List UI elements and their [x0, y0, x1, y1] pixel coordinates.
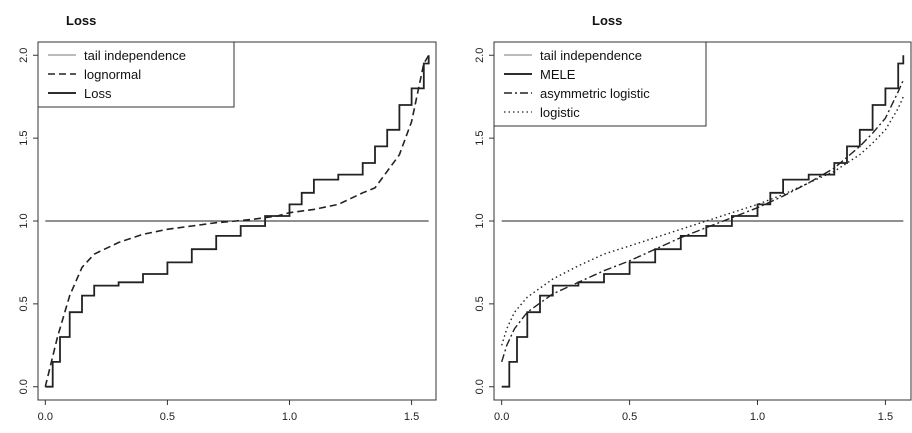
- y-tick-label: 0.0: [18, 379, 30, 394]
- chart-title: Loss: [66, 13, 96, 28]
- plot-area: 0.0 0.5 1.0 1.5 0.0 0.5 1.0 1.5 2.0 tail independ…: [18, 41, 437, 423]
- y-tick-label: 1.5: [474, 130, 486, 145]
- y-tick-label: 1.0: [18, 213, 30, 228]
- legend-label: tail independence: [84, 48, 186, 63]
- y-tick-label: 1.5: [18, 130, 30, 145]
- chart-title: Loss: [592, 13, 622, 28]
- series-line: [501, 79, 904, 363]
- x-tick-label: 1.0: [282, 411, 297, 423]
- y-tick-label: 0.5: [474, 296, 486, 311]
- legend-label: asymmetric logistic: [540, 86, 650, 101]
- y-tick-label: 0.0: [474, 379, 486, 394]
- x-tick-label: 0.0: [494, 411, 509, 423]
- legend-label: MELE: [540, 67, 576, 82]
- y-tick-label: 0.5: [18, 296, 30, 311]
- chart-panel-left: Loss 0.0 0.5 1.0 1.5 0.0 0.5 1.0 1.5 2.0 tail ind…: [18, 13, 437, 423]
- x-tick-label: 0.5: [622, 411, 637, 423]
- x-tick-label: 1.0: [750, 411, 765, 423]
- y-tick-label: 1.0: [474, 213, 486, 228]
- series-line: [501, 55, 905, 388]
- legend-label: tail independence: [540, 48, 642, 63]
- y-tick-label: 2.0: [474, 48, 486, 63]
- legend-box: [493, 41, 707, 127]
- x-tick-label: 1.5: [404, 411, 419, 423]
- legend-label: lognormal: [84, 67, 141, 82]
- y-tick-label: 2.0: [18, 48, 30, 63]
- legend-label: Loss: [84, 86, 112, 101]
- x-tick-label: 0.0: [38, 411, 53, 423]
- plot-area: 0.0 0.5 1.0 1.5 0.0 0.5 1.0 1.5 2.0 tail independ…: [474, 41, 912, 423]
- x-tick-label: 1.5: [878, 411, 893, 423]
- series-line: [45, 55, 430, 388]
- x-tick-label: 0.5: [160, 411, 175, 423]
- chart-panel-right: Loss 0.0 0.5 1.0 1.5 0.0 0.5 1.0 1.5 2.0 tail ind…: [474, 13, 912, 423]
- legend-label: logistic: [540, 105, 580, 120]
- series-line: [44, 54, 430, 387]
